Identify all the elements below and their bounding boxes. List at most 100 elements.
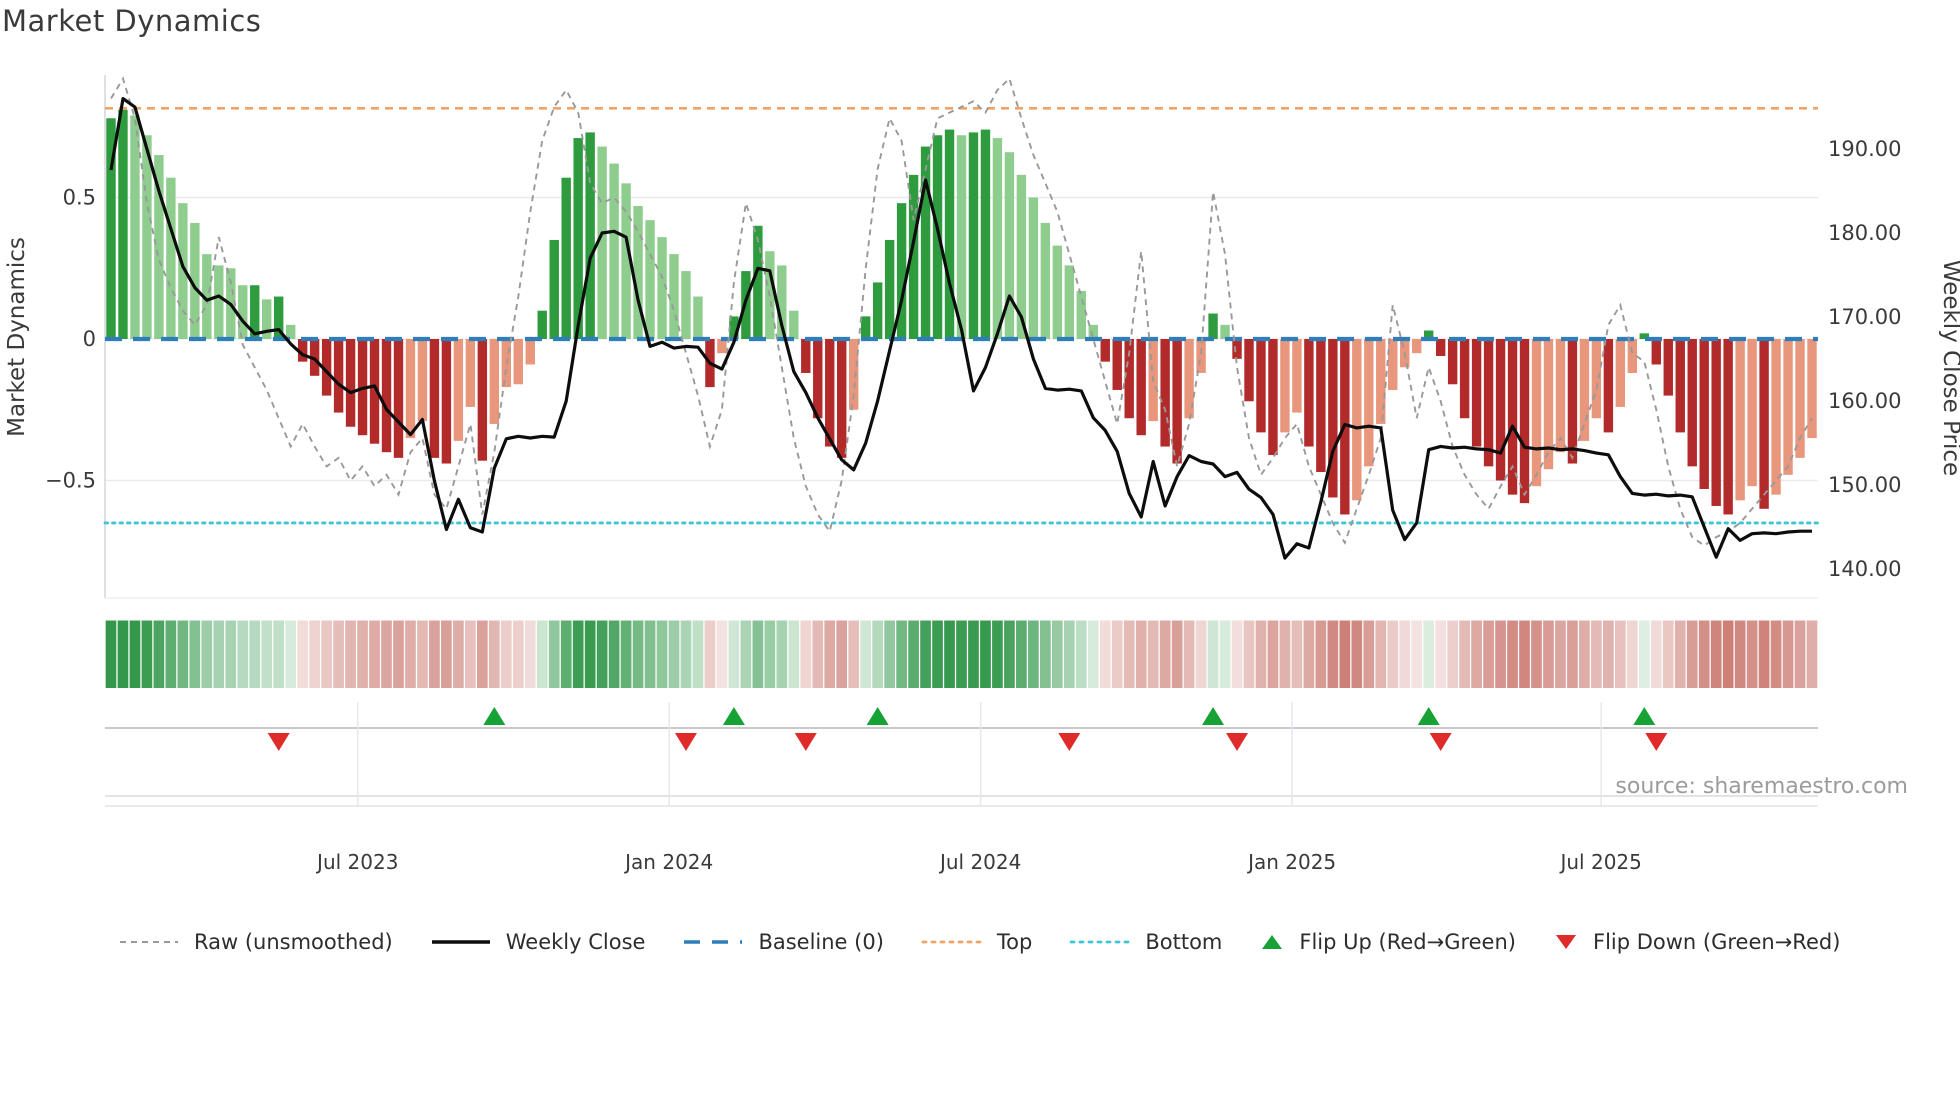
oscillator-bar (202, 254, 212, 339)
heatmap-cell (357, 620, 368, 688)
oscillator-bar (1471, 339, 1482, 447)
heatmap-cell (273, 620, 285, 688)
heatmap-cell (1339, 620, 1351, 688)
oscillator-bar (130, 115, 140, 340)
oscillator-bar (369, 339, 380, 444)
heatmap-cell (1710, 620, 1722, 688)
heatmap-cell (345, 620, 356, 688)
oscillator-bar (681, 271, 691, 339)
legend-label: Weekly Close (505, 930, 646, 954)
oscillator-bar (1699, 339, 1709, 489)
oscillator-bar (645, 220, 655, 339)
oscillator-bar (178, 203, 188, 339)
heatmap-cell (369, 620, 380, 688)
heatmap-cell (177, 620, 189, 688)
heatmap-cell (297, 620, 309, 688)
heatmap-cell (1123, 620, 1135, 688)
heatmap-cell (1746, 620, 1758, 688)
oscillator-bar (1352, 339, 1362, 501)
heatmap-cell (740, 620, 752, 688)
heatmap-cell (1555, 620, 1566, 688)
bottom-dots-icon (1069, 933, 1131, 951)
heatmap-cell (1051, 620, 1063, 688)
heatmap-cell (644, 620, 656, 688)
oscillator-bar (549, 239, 559, 339)
raw-dash-icon (118, 933, 180, 951)
heatmap-cell (800, 620, 812, 688)
heatmap-cell (1219, 620, 1231, 688)
heatmap-cell (824, 620, 836, 688)
oscillator-bar (1531, 339, 1542, 487)
heatmap-cell (1698, 620, 1710, 688)
heatmap-cell (1363, 620, 1375, 688)
oscillator-bar (1711, 339, 1721, 506)
heatmap-cell (524, 620, 536, 688)
x-axis-tick: Jan 2025 (1246, 850, 1336, 874)
oscillator-bar (1028, 197, 1039, 339)
heatmap-cell (141, 620, 153, 688)
oscillator-bar (1807, 339, 1817, 439)
heatmap-cell (393, 620, 404, 688)
heatmap-cell (1231, 620, 1243, 688)
heatmap-cell (1207, 620, 1219, 688)
oscillator-bar (1567, 339, 1578, 464)
left-axis-tick: 0.5 (63, 186, 96, 210)
oscillator-bar (345, 339, 356, 427)
heatmap-cell (1579, 620, 1590, 688)
heatmap-cell (1794, 620, 1806, 688)
oscillator-bar (1591, 339, 1602, 419)
heatmap-cell (572, 620, 584, 688)
oscillator-bar (1579, 339, 1590, 441)
oscillator-bar (525, 339, 535, 365)
oscillator-bar (214, 265, 224, 339)
heatmap-cell (1447, 620, 1458, 688)
oscillator-bar (1004, 152, 1015, 339)
oscillator-bar (944, 129, 955, 339)
oscillator-bar (932, 135, 943, 339)
heatmap-cell (381, 620, 392, 688)
heatmap-cell (1255, 620, 1267, 688)
oscillator-bar (166, 177, 176, 339)
heatmap-cell (1459, 620, 1470, 688)
heatmap-cell (1471, 620, 1482, 688)
solid-black-icon (430, 933, 492, 951)
heatmap-cell (309, 620, 320, 688)
heatmap-cell (189, 620, 201, 688)
oscillator-bar (884, 239, 895, 339)
heatmap-cell (872, 620, 883, 688)
oscillator-bar (1208, 313, 1218, 339)
legend-label: Top (996, 930, 1033, 954)
heatmap-cell (1638, 620, 1650, 688)
right-axis-tick: 170.00 (1828, 305, 1901, 329)
oscillator-bar (1112, 339, 1122, 390)
heatmap-cell (1626, 620, 1638, 688)
heatmap-cell (788, 620, 800, 688)
oscillator-bar (142, 135, 152, 339)
oscillator-bar (1244, 339, 1254, 402)
oscillator-bar (1280, 339, 1290, 433)
oscillator-bar (1615, 339, 1626, 407)
oscillator-bar (1687, 339, 1697, 467)
oscillator-bar (837, 339, 847, 458)
heatmap-cell (596, 620, 608, 688)
heatmap-cell (1734, 620, 1746, 688)
flip-up-marker (1633, 707, 1656, 725)
heatmap-cell (920, 620, 931, 688)
oscillator-bar (106, 118, 116, 339)
right-axis-tick: 160.00 (1828, 389, 1901, 413)
heatmap-cell (1411, 620, 1423, 688)
heatmap-cell (417, 620, 428, 688)
legend-item-raw-dash: Raw (unsmoothed) (118, 930, 393, 954)
oscillator-bar (1519, 339, 1530, 504)
heatmap-cell (488, 620, 500, 688)
oscillator-bar (1364, 339, 1374, 467)
heatmap-cell (1375, 620, 1387, 688)
heatmap-cell (441, 620, 452, 688)
oscillator-bar (1052, 245, 1063, 339)
oscillator-bar (417, 339, 428, 422)
oscillator-bar (1495, 339, 1506, 481)
right-axis-title: Weekly Close Price (1938, 260, 1960, 476)
raw-line (110, 76, 1813, 547)
oscillator-bar (657, 237, 667, 339)
flip-down-marker (674, 733, 697, 751)
